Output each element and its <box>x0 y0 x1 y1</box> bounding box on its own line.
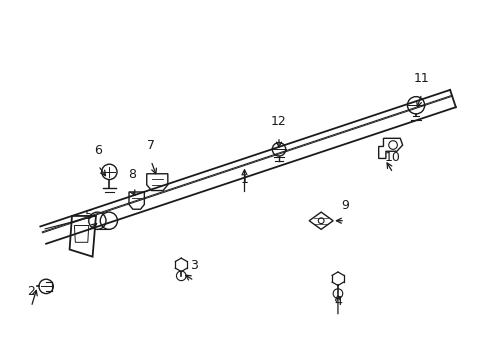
Text: 5: 5 <box>84 209 93 222</box>
Text: 2: 2 <box>27 285 35 298</box>
Text: 3: 3 <box>190 259 198 272</box>
Text: 12: 12 <box>270 115 286 128</box>
Text: 11: 11 <box>413 72 429 85</box>
Text: 4: 4 <box>333 295 341 308</box>
Text: 1: 1 <box>240 173 248 186</box>
Text: 7: 7 <box>147 139 155 152</box>
Text: 6: 6 <box>94 144 102 157</box>
Text: 8: 8 <box>128 168 136 181</box>
Text: 10: 10 <box>385 151 400 164</box>
Text: 9: 9 <box>341 199 348 212</box>
